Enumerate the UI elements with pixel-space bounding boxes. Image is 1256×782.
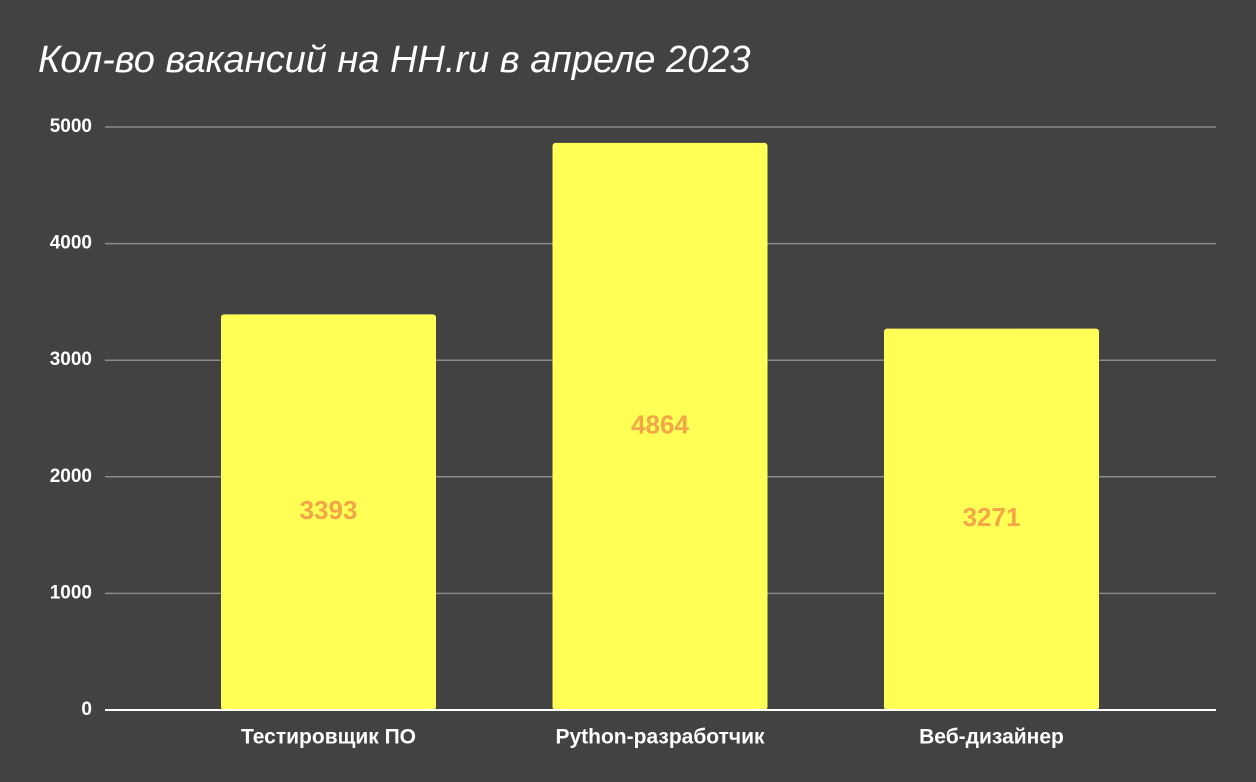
bar [552,142,768,710]
y-tick-label: 1000 [50,582,92,603]
x-tick-label: Python-разработчик [555,726,765,749]
value-label: 3393 [300,495,358,525]
bar [221,314,436,710]
y-tick-label: 4000 [50,233,92,254]
x-tick-label: Тестировщик ПО [241,726,416,749]
value-label: 3271 [963,502,1021,532]
value-label: 4864 [631,409,689,439]
y-tick-label: 0 [81,699,92,720]
y-tick-label: 2000 [50,466,92,487]
chart-title: Кол-во вакансий на HH.ru в апреле 2023 [38,39,750,81]
x-tick-label: Веб-дизайнер [919,726,1064,749]
y-tick-label: 5000 [50,116,92,137]
bar [884,328,1099,710]
y-tick-label: 3000 [50,349,92,370]
